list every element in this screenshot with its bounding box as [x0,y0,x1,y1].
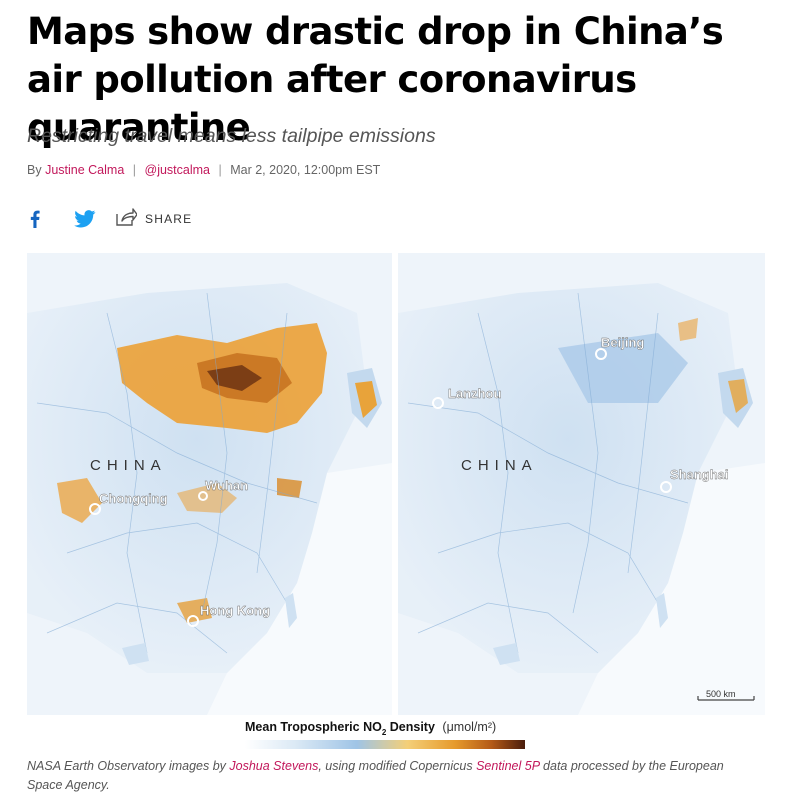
country-label-right: CHINA [461,457,538,474]
scale-bar: 500 km [697,689,755,701]
share-button[interactable]: SHARE [115,207,192,232]
caption-link-sentinel[interactable]: Sentinel 5P [476,759,540,773]
facebook-icon[interactable] [27,209,43,229]
caption-text: data processed by the European Space Age… [27,759,724,792]
legend-title-suffix: Density [386,720,435,734]
publish-date: Mar 2, 2020, 12:00pm EST [230,163,381,177]
city-label: Hong Kong [200,603,270,618]
country-label-left: CHINA [90,457,167,474]
legend-subscript: 2 [382,728,387,737]
legend-title: Mean Tropospheric NO [245,720,382,734]
road-network [36,292,318,654]
city-label: Shanghai [670,467,729,482]
share-label: SHARE [145,212,193,226]
headline: Maps show drastic drop in China’s air po… [27,10,724,149]
scale-label: 500 km [706,689,736,699]
svg-text:Mean Tropospheric NO2 Density: Mean Tropospheric NO2 Density (μmol/m²) [245,720,496,737]
caption-text: NASA Earth Observatory images by [27,759,230,773]
share-icon [115,207,138,232]
caption-text: , using modified Copernicus [318,759,477,773]
share-bar: SHARE [27,207,192,232]
map-panel-before: CHINA Chongqing Wuhan Hong Kong [27,253,392,715]
city-label: Chongqing [99,491,168,506]
author-link[interactable]: Justine Calma [45,163,125,177]
author-handle-link[interactable]: @justcalma [144,163,211,177]
city-label: Wuhan [205,478,248,493]
byline-divider: | [218,163,222,177]
caption-link-photographer[interactable]: Joshua Stevens [229,759,319,773]
legend: Mean Tropospheric NO2 Density (μmol/m²) [245,720,525,749]
dek: Restricting travel means less tailpipe e… [27,125,436,147]
legend-colorbar [245,740,525,749]
figure-caption: NASA Earth Observatory images by Joshua … [27,757,747,795]
map-panel-after: CHINA Beijing Lanzhou Shanghai 500 km [398,253,765,715]
city-label: Lanzhou [448,386,501,401]
byline: By Justine Calma | @justcalma | Mar 2, 2… [27,163,380,177]
road-network [407,292,689,654]
byline-divider: | [132,163,137,177]
no2-maps-figure: CHINA Chongqing Wuhan Hong Kong CHINA Be… [27,253,765,753]
city-label: Beijing [601,335,644,350]
byline-prefix: By [27,163,42,177]
twitter-icon[interactable] [73,209,97,229]
legend-unit: (μmol/m²) [442,720,496,734]
